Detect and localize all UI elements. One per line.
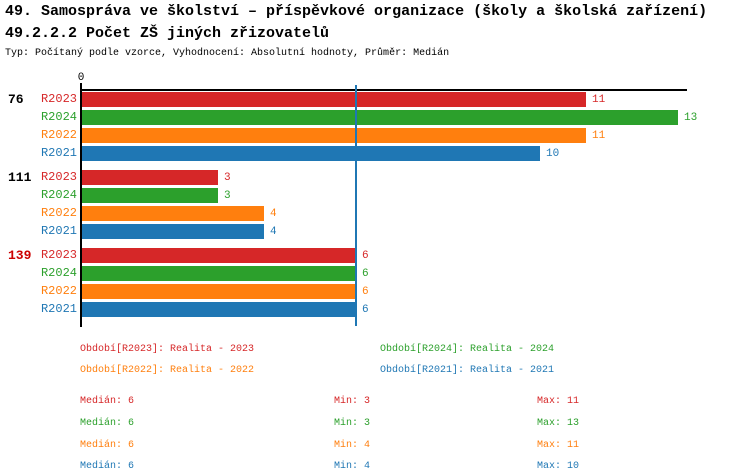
bar-76-r2022 — [82, 128, 586, 143]
bar-76-r2021 — [82, 146, 540, 161]
series-row-label-r2022: R2022 — [40, 284, 77, 298]
x-axis-tick-label: 0 — [77, 72, 85, 84]
bar-139-r2022 — [82, 284, 356, 299]
page-subtitle: 49.2.2.2 Počet ZŠ jiných zřizovatelů — [5, 25, 330, 42]
series-row-label-r2023: R2023 — [40, 92, 77, 106]
series-row-label-r2023: R2023 — [40, 248, 77, 262]
legend-item-r2022: Období[R2022]: Realita - 2022 — [80, 365, 255, 376]
stat-min-r2021: Min: 4 — [334, 461, 371, 472]
series-row-label-r2024: R2024 — [40, 188, 77, 202]
legend-item-r2021: Období[R2021]: Realita - 2021 — [380, 365, 555, 376]
stat-min-r2022: Min: 4 — [334, 440, 371, 451]
bar-139-r2023 — [82, 248, 356, 263]
stat-median-r2021: Medián: 6 — [80, 461, 135, 472]
group-label-139: 139 — [8, 248, 32, 263]
bar-value-label-76-r2021: 10 — [546, 148, 560, 160]
bar-139-r2021 — [82, 302, 356, 317]
series-row-label-r2022: R2022 — [40, 206, 77, 220]
stat-max-r2023: Max: 11 — [537, 396, 580, 407]
stat-max-r2024: Max: 13 — [537, 418, 580, 429]
bar-value-label-139-r2021: 6 — [362, 304, 369, 316]
series-row-label-r2022: R2022 — [40, 128, 77, 142]
bar-76-r2024 — [82, 110, 678, 125]
series-row-label-r2021: R2021 — [40, 224, 77, 238]
series-row-label-r2021: R2021 — [40, 146, 77, 160]
stat-max-r2021: Max: 10 — [537, 461, 580, 472]
group-label-76: 76 — [8, 92, 24, 107]
median-line — [355, 85, 357, 326]
bar-111-r2021 — [82, 224, 264, 239]
group-label-111: 111 — [8, 170, 32, 185]
bar-value-label-139-r2022: 6 — [362, 286, 369, 298]
x-axis-tick-mark — [80, 83, 82, 89]
stat-min-r2024: Min: 3 — [334, 418, 371, 429]
bar-value-label-76-r2023: 11 — [592, 94, 606, 106]
x-axis-line — [80, 89, 687, 91]
bar-value-label-111-r2022: 4 — [270, 208, 277, 220]
bar-111-r2022 — [82, 206, 264, 221]
series-row-label-r2023: R2023 — [40, 170, 77, 184]
stat-min-r2023: Min: 3 — [334, 396, 371, 407]
bar-76-r2023 — [82, 92, 586, 107]
bar-111-r2023 — [82, 170, 218, 185]
stat-median-r2024: Medián: 6 — [80, 418, 135, 429]
stat-max-r2022: Max: 11 — [537, 440, 580, 451]
bar-value-label-139-r2023: 6 — [362, 250, 369, 262]
series-row-label-r2024: R2024 — [40, 110, 77, 124]
bar-value-label-139-r2024: 6 — [362, 268, 369, 280]
legend-item-r2023: Období[R2023]: Realita - 2023 — [80, 344, 255, 355]
series-row-label-r2024: R2024 — [40, 266, 77, 280]
y-axis-line — [80, 89, 82, 327]
series-row-label-r2021: R2021 — [40, 302, 77, 316]
page-title: 49. Samospráva ve školství – příspěvkové… — [5, 3, 708, 20]
bar-value-label-111-r2023: 3 — [224, 172, 231, 184]
bar-value-label-76-r2024: 13 — [684, 112, 698, 124]
stat-median-r2023: Medián: 6 — [80, 396, 135, 407]
stat-median-r2022: Medián: 6 — [80, 440, 135, 451]
bar-111-r2024 — [82, 188, 218, 203]
bar-value-label-111-r2021: 4 — [270, 226, 277, 238]
bar-139-r2024 — [82, 266, 356, 281]
legend-item-r2024: Období[R2024]: Realita - 2024 — [380, 344, 555, 355]
chart-meta-line: Typ: Počítaný podle vzorce, Vyhodnocení:… — [5, 48, 450, 59]
bar-value-label-76-r2022: 11 — [592, 130, 606, 142]
bar-value-label-111-r2024: 3 — [224, 190, 231, 202]
